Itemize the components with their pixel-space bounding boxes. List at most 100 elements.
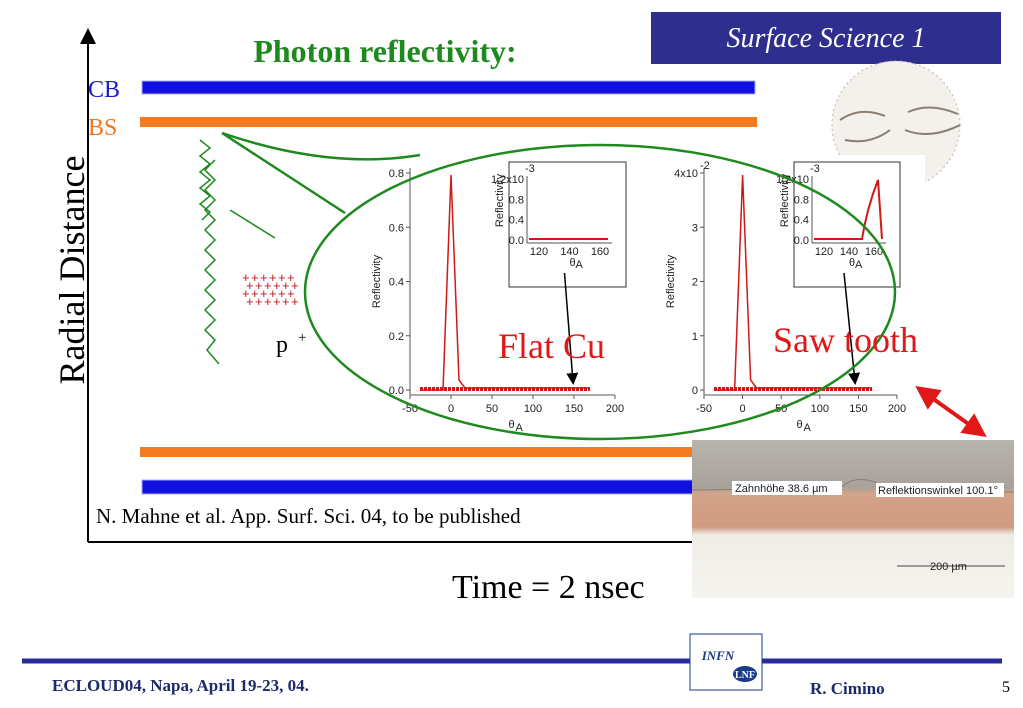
tick-label: 120 (815, 246, 833, 258)
tick-label: 0.8 (794, 194, 809, 206)
tick-label: Reflectivity (494, 173, 506, 227)
tick-label: A (516, 422, 524, 434)
cross: + (251, 270, 259, 285)
cross: + (246, 278, 254, 293)
tick-label: 0.0 (389, 385, 404, 397)
bs-label: BS (88, 115, 117, 141)
caption: Saw tooth (773, 320, 918, 360)
inset-frame (793, 161, 901, 288)
micro-label: Zahnhöhe 38.6 µm (735, 483, 828, 495)
tick-label: 0 (692, 385, 698, 397)
tick-label: 200 (888, 403, 906, 415)
tick-label: 0.8 (509, 194, 524, 206)
cross: + (282, 294, 290, 309)
callout-ellipse (303, 143, 897, 441)
cross: + (242, 286, 250, 301)
illustration-hands (839, 106, 961, 143)
page-number: 5 (1002, 679, 1010, 696)
tick-label: 0.4 (389, 277, 404, 289)
cross: + (260, 286, 268, 301)
footer-author: R. Cimino (810, 679, 885, 698)
tick-label: 150 (565, 403, 583, 415)
tag-box (651, 12, 1001, 64)
tick-label: 0 (740, 403, 746, 415)
callout-wedge (221, 131, 421, 215)
cross: + (246, 294, 254, 309)
tick-label: Reflectivity (779, 173, 791, 227)
tick-label: 0.8 (389, 168, 404, 180)
citation: N. Mahne et al. App. Surf. Sci. 04, to b… (96, 504, 521, 528)
proton: p (276, 332, 288, 358)
tag: Surface Science 1 (726, 23, 925, 54)
tick-label: 160 (591, 246, 609, 258)
logo-bottom: LNF (735, 670, 755, 681)
logo (689, 633, 763, 691)
tick-label: 120 (530, 246, 548, 258)
tick-label: 160 (865, 246, 883, 258)
tick-label: 100 (811, 403, 829, 415)
cross: + (291, 278, 299, 293)
footer-event: ECLOUD04, Napa, April 19-23, 04. (52, 676, 309, 695)
bs-bar-bottom (140, 447, 700, 457)
tick-label: 1 (692, 331, 698, 343)
tick-label: A (804, 422, 812, 434)
cross: + (255, 278, 263, 293)
bs-bar (140, 117, 757, 127)
cb-bar-bottom (141, 479, 699, 495)
tick-label: 0.2 (389, 331, 404, 343)
cb-label: CB (88, 77, 120, 103)
link-arrow (915, 386, 987, 437)
cross: + (242, 270, 250, 285)
cross: + (282, 278, 290, 293)
tick-label: 0.4 (794, 215, 809, 227)
cross: + (273, 278, 281, 293)
micro-label-box (876, 483, 1004, 497)
cross: + (269, 270, 277, 285)
caption: Flat Cu (498, 326, 605, 366)
cross: + (287, 286, 295, 301)
x-axis-label: Time = 2 nsec (452, 569, 645, 606)
tick-label: 140 (840, 246, 858, 258)
tick-label: 1.2x10 (491, 174, 524, 186)
tick-label: Reflectivity (371, 254, 383, 308)
tick-label: 0.0 (794, 235, 809, 247)
cross: + (278, 270, 286, 285)
cross: + (264, 294, 272, 309)
tick-label: θ (849, 257, 855, 269)
tick-label: 0 (448, 403, 454, 415)
logo-mark (733, 666, 757, 682)
cross: + (273, 294, 281, 309)
tick-label: θ (509, 419, 515, 431)
cross: + (260, 270, 268, 285)
tick-label: 100 (524, 403, 542, 415)
electron-cloud: + + + + + ++ + + + + ++ + + + + ++ + + + + + (242, 270, 299, 309)
tick-label: 150 (849, 403, 867, 415)
tick-label: 200 (606, 403, 624, 415)
photon-wave (203, 159, 220, 365)
tick-label: -2 (700, 160, 710, 172)
tick-label: θ (570, 257, 576, 269)
logo-top: INFN (701, 648, 735, 663)
micro-label: Reflektionswinkel 100.1° (878, 485, 998, 497)
proton-sup: + (298, 330, 306, 346)
pointer-arrow (563, 272, 579, 385)
y-axis-label: Radial Distance (52, 156, 92, 385)
tick-label: 2 (692, 277, 698, 289)
tick-label: 0.6 (389, 222, 404, 234)
cross: + (269, 286, 277, 301)
cross: + (291, 294, 299, 309)
tick-label: -3 (810, 163, 820, 175)
pointer-arrow (843, 272, 861, 385)
tick-label: -50 (696, 403, 712, 415)
micrograph (692, 440, 1014, 598)
cross: + (255, 294, 263, 309)
tick-label: -3 (525, 163, 535, 175)
tick-label: 3 (692, 222, 698, 234)
cross: + (278, 286, 286, 301)
inset-frame (508, 161, 627, 288)
tick-label: A (855, 259, 863, 271)
photon-wave (198, 139, 276, 239)
cb-bar (141, 80, 756, 95)
